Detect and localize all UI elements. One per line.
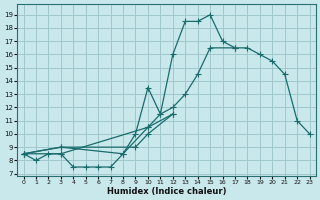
X-axis label: Humidex (Indice chaleur): Humidex (Indice chaleur): [107, 187, 226, 196]
